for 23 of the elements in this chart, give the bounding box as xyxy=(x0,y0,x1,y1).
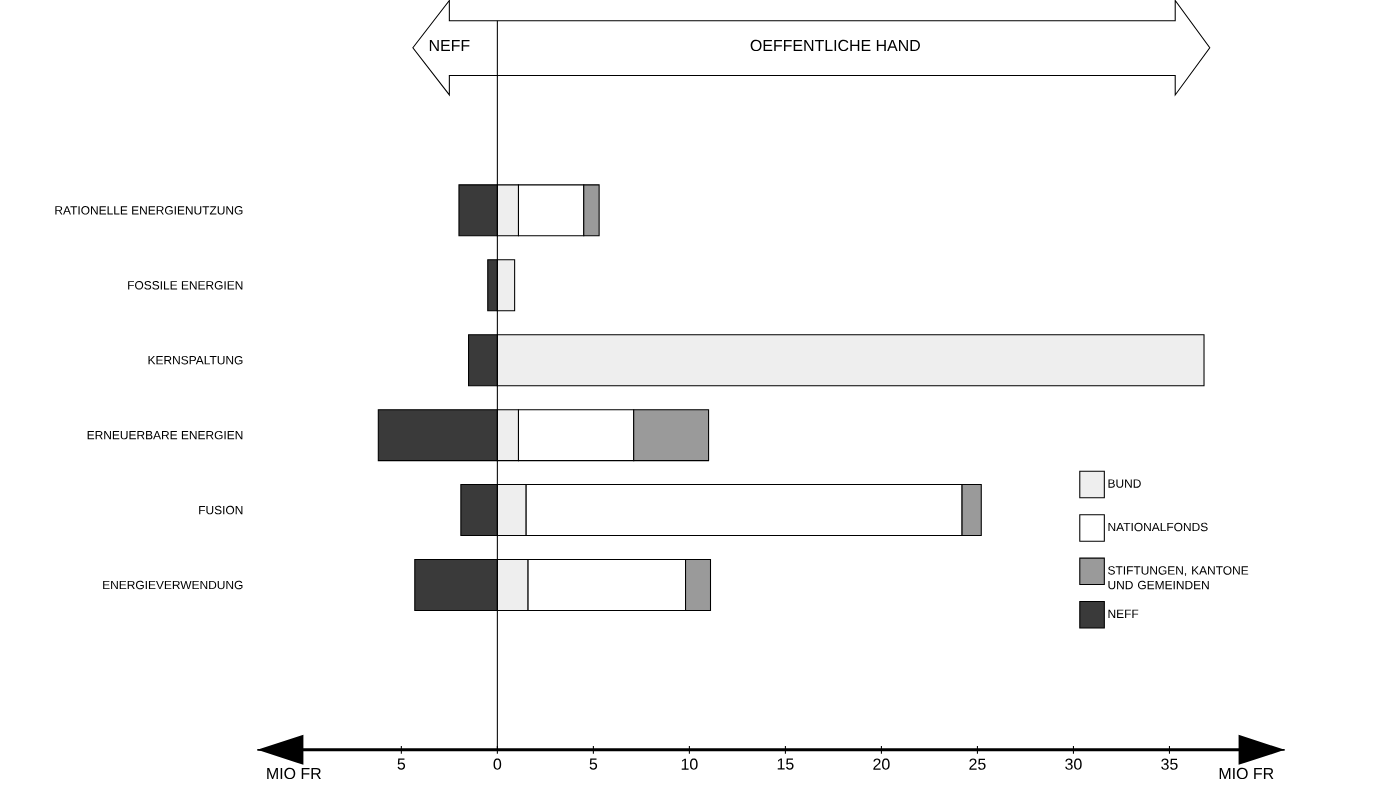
x-tick-label: 25 xyxy=(969,758,986,771)
x-tick-label: 10 xyxy=(681,758,698,771)
x-tick-label: 0 xyxy=(493,758,502,771)
legend-label: NATIONALFONDS xyxy=(1108,522,1208,532)
legend-label: NEFF xyxy=(1108,609,1139,619)
text: MIO FR xyxy=(267,768,321,780)
x-tick-label: 30 xyxy=(1065,758,1082,771)
x-tick-label: 15 xyxy=(777,758,794,770)
y-tick-label: RATIONELLE ENERGIENUTZUNG xyxy=(55,206,243,215)
x-axis-title: MIO FR xyxy=(1219,768,1274,780)
x-tick-label: 5 xyxy=(397,758,406,770)
y-tick-label: ERNEUERBARE ENERGIEN xyxy=(87,431,243,440)
legend-label: STIFTUNGEN, KANTONE UND GEMEINDEN xyxy=(1108,566,1249,590)
x-tick-label: 20 xyxy=(873,758,890,771)
text: OEFFENTLICHE HAND xyxy=(750,40,920,52)
legend-label: BUND xyxy=(1108,479,1141,488)
y-tick-label: ENERGIEVERWENDUNG xyxy=(103,580,243,590)
text: NEFF xyxy=(429,40,470,52)
x-tick-label: 5 xyxy=(589,758,598,770)
y-tick-label: KERNSPALTUNG xyxy=(148,356,243,365)
x-tick-label: 35 xyxy=(1161,758,1178,771)
y-tick-label: FUSION xyxy=(199,506,243,515)
y-tick-label: FOSSILE ENERGIEN xyxy=(128,281,243,290)
